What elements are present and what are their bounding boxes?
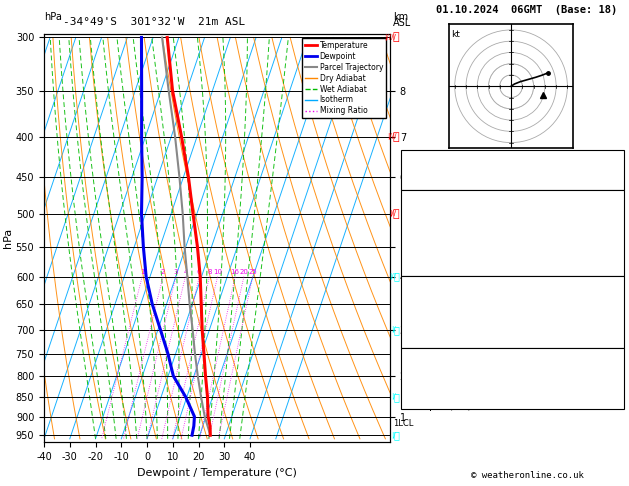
Text: K: K — [404, 155, 411, 165]
Text: ⥤: ⥤ — [393, 430, 399, 440]
Text: 311°: 311° — [595, 389, 620, 399]
Text: CAPE (J): CAPE (J) — [404, 256, 454, 266]
Text: SREH: SREH — [404, 376, 430, 386]
Text: ⥤: ⥤ — [393, 208, 399, 219]
Text: 850: 850 — [601, 291, 620, 301]
Text: ⥤: ⥤ — [393, 33, 399, 42]
Text: StmDir: StmDir — [404, 389, 442, 399]
Text: 17: 17 — [608, 218, 620, 228]
Text: 333: 333 — [601, 230, 620, 241]
Text: Temp (°C): Temp (°C) — [404, 205, 460, 215]
Text: 8: 8 — [207, 269, 212, 275]
Text: ⥤: ⥤ — [393, 132, 399, 142]
Text: -34°49'S  301°32'W  21m ASL: -34°49'S 301°32'W 21m ASL — [63, 17, 245, 27]
Text: |////: |//// — [384, 34, 396, 41]
Text: 10: 10 — [213, 269, 222, 275]
Legend: Temperature, Dewpoint, Parcel Trajectory, Dry Adiabat, Wet Adiabat, Isotherm, Mi: Temperature, Dewpoint, Parcel Trajectory… — [302, 38, 386, 119]
Text: -4: -4 — [608, 316, 620, 326]
Text: |///: |/// — [387, 133, 396, 140]
Text: StmSpd (kt): StmSpd (kt) — [404, 401, 473, 412]
Text: ⥤: ⥤ — [393, 272, 399, 282]
Text: 308: 308 — [601, 268, 620, 278]
Text: ⥤: ⥤ — [393, 325, 399, 335]
Text: |/: |/ — [391, 393, 396, 400]
Text: 337: 337 — [601, 303, 620, 313]
Text: hPa: hPa — [44, 12, 62, 22]
Text: 200: 200 — [601, 364, 620, 374]
Text: 24.1: 24.1 — [595, 205, 620, 215]
Text: θᴄ(K): θᴄ(K) — [404, 230, 436, 241]
Text: km: km — [393, 12, 408, 22]
Text: Most Unstable: Most Unstable — [472, 278, 553, 288]
Text: 314: 314 — [601, 256, 620, 266]
Text: 73: 73 — [608, 376, 620, 386]
Y-axis label: Mixing Ratio (g/kg): Mixing Ratio (g/kg) — [409, 192, 419, 284]
Text: 1LCL: 1LCL — [394, 419, 414, 428]
Text: 4: 4 — [183, 269, 187, 275]
Text: -2: -2 — [608, 243, 620, 253]
Text: PW (cm): PW (cm) — [404, 180, 448, 190]
Y-axis label: hPa: hPa — [3, 228, 13, 248]
Text: ⥤: ⥤ — [393, 392, 399, 402]
Text: Lifted Index: Lifted Index — [404, 316, 479, 326]
Text: 776: 776 — [601, 329, 620, 339]
Text: Surface: Surface — [491, 192, 534, 203]
Text: © weatheronline.co.uk: © weatheronline.co.uk — [470, 471, 584, 480]
Text: Pressure (mb): Pressure (mb) — [404, 291, 486, 301]
Text: Lifted Index: Lifted Index — [404, 243, 479, 253]
Text: 33: 33 — [608, 155, 620, 165]
Text: |//: |// — [389, 210, 396, 217]
Text: 25: 25 — [248, 269, 257, 275]
Text: 1: 1 — [140, 269, 145, 275]
Text: θᴄ (K): θᴄ (K) — [404, 303, 442, 313]
Text: |/: |/ — [391, 326, 396, 333]
Text: CAPE (J): CAPE (J) — [404, 329, 454, 339]
Text: 01.10.2024  06GMT  (Base: 18): 01.10.2024 06GMT (Base: 18) — [437, 5, 618, 15]
Text: 35: 35 — [608, 401, 620, 412]
Text: 2: 2 — [161, 269, 165, 275]
Text: 6: 6 — [197, 269, 201, 275]
Text: kt: kt — [452, 30, 460, 39]
Text: 16: 16 — [231, 269, 240, 275]
Text: Dewp (°C): Dewp (°C) — [404, 218, 460, 228]
Text: |//: |// — [389, 273, 396, 280]
Text: CIN (J): CIN (J) — [404, 341, 448, 351]
Text: 85: 85 — [608, 341, 620, 351]
Text: 3: 3 — [174, 269, 178, 275]
Text: 20: 20 — [240, 269, 248, 275]
Text: Hodograph: Hodograph — [484, 351, 540, 361]
Text: Totals Totals: Totals Totals — [404, 167, 486, 177]
Text: EH: EH — [404, 364, 417, 374]
Text: 53: 53 — [608, 167, 620, 177]
Text: |/: |/ — [391, 432, 396, 439]
X-axis label: Dewpoint / Temperature (°C): Dewpoint / Temperature (°C) — [137, 468, 297, 478]
Text: 3.23: 3.23 — [595, 180, 620, 190]
Text: CIN (J): CIN (J) — [404, 268, 448, 278]
Text: ASL: ASL — [393, 18, 411, 28]
